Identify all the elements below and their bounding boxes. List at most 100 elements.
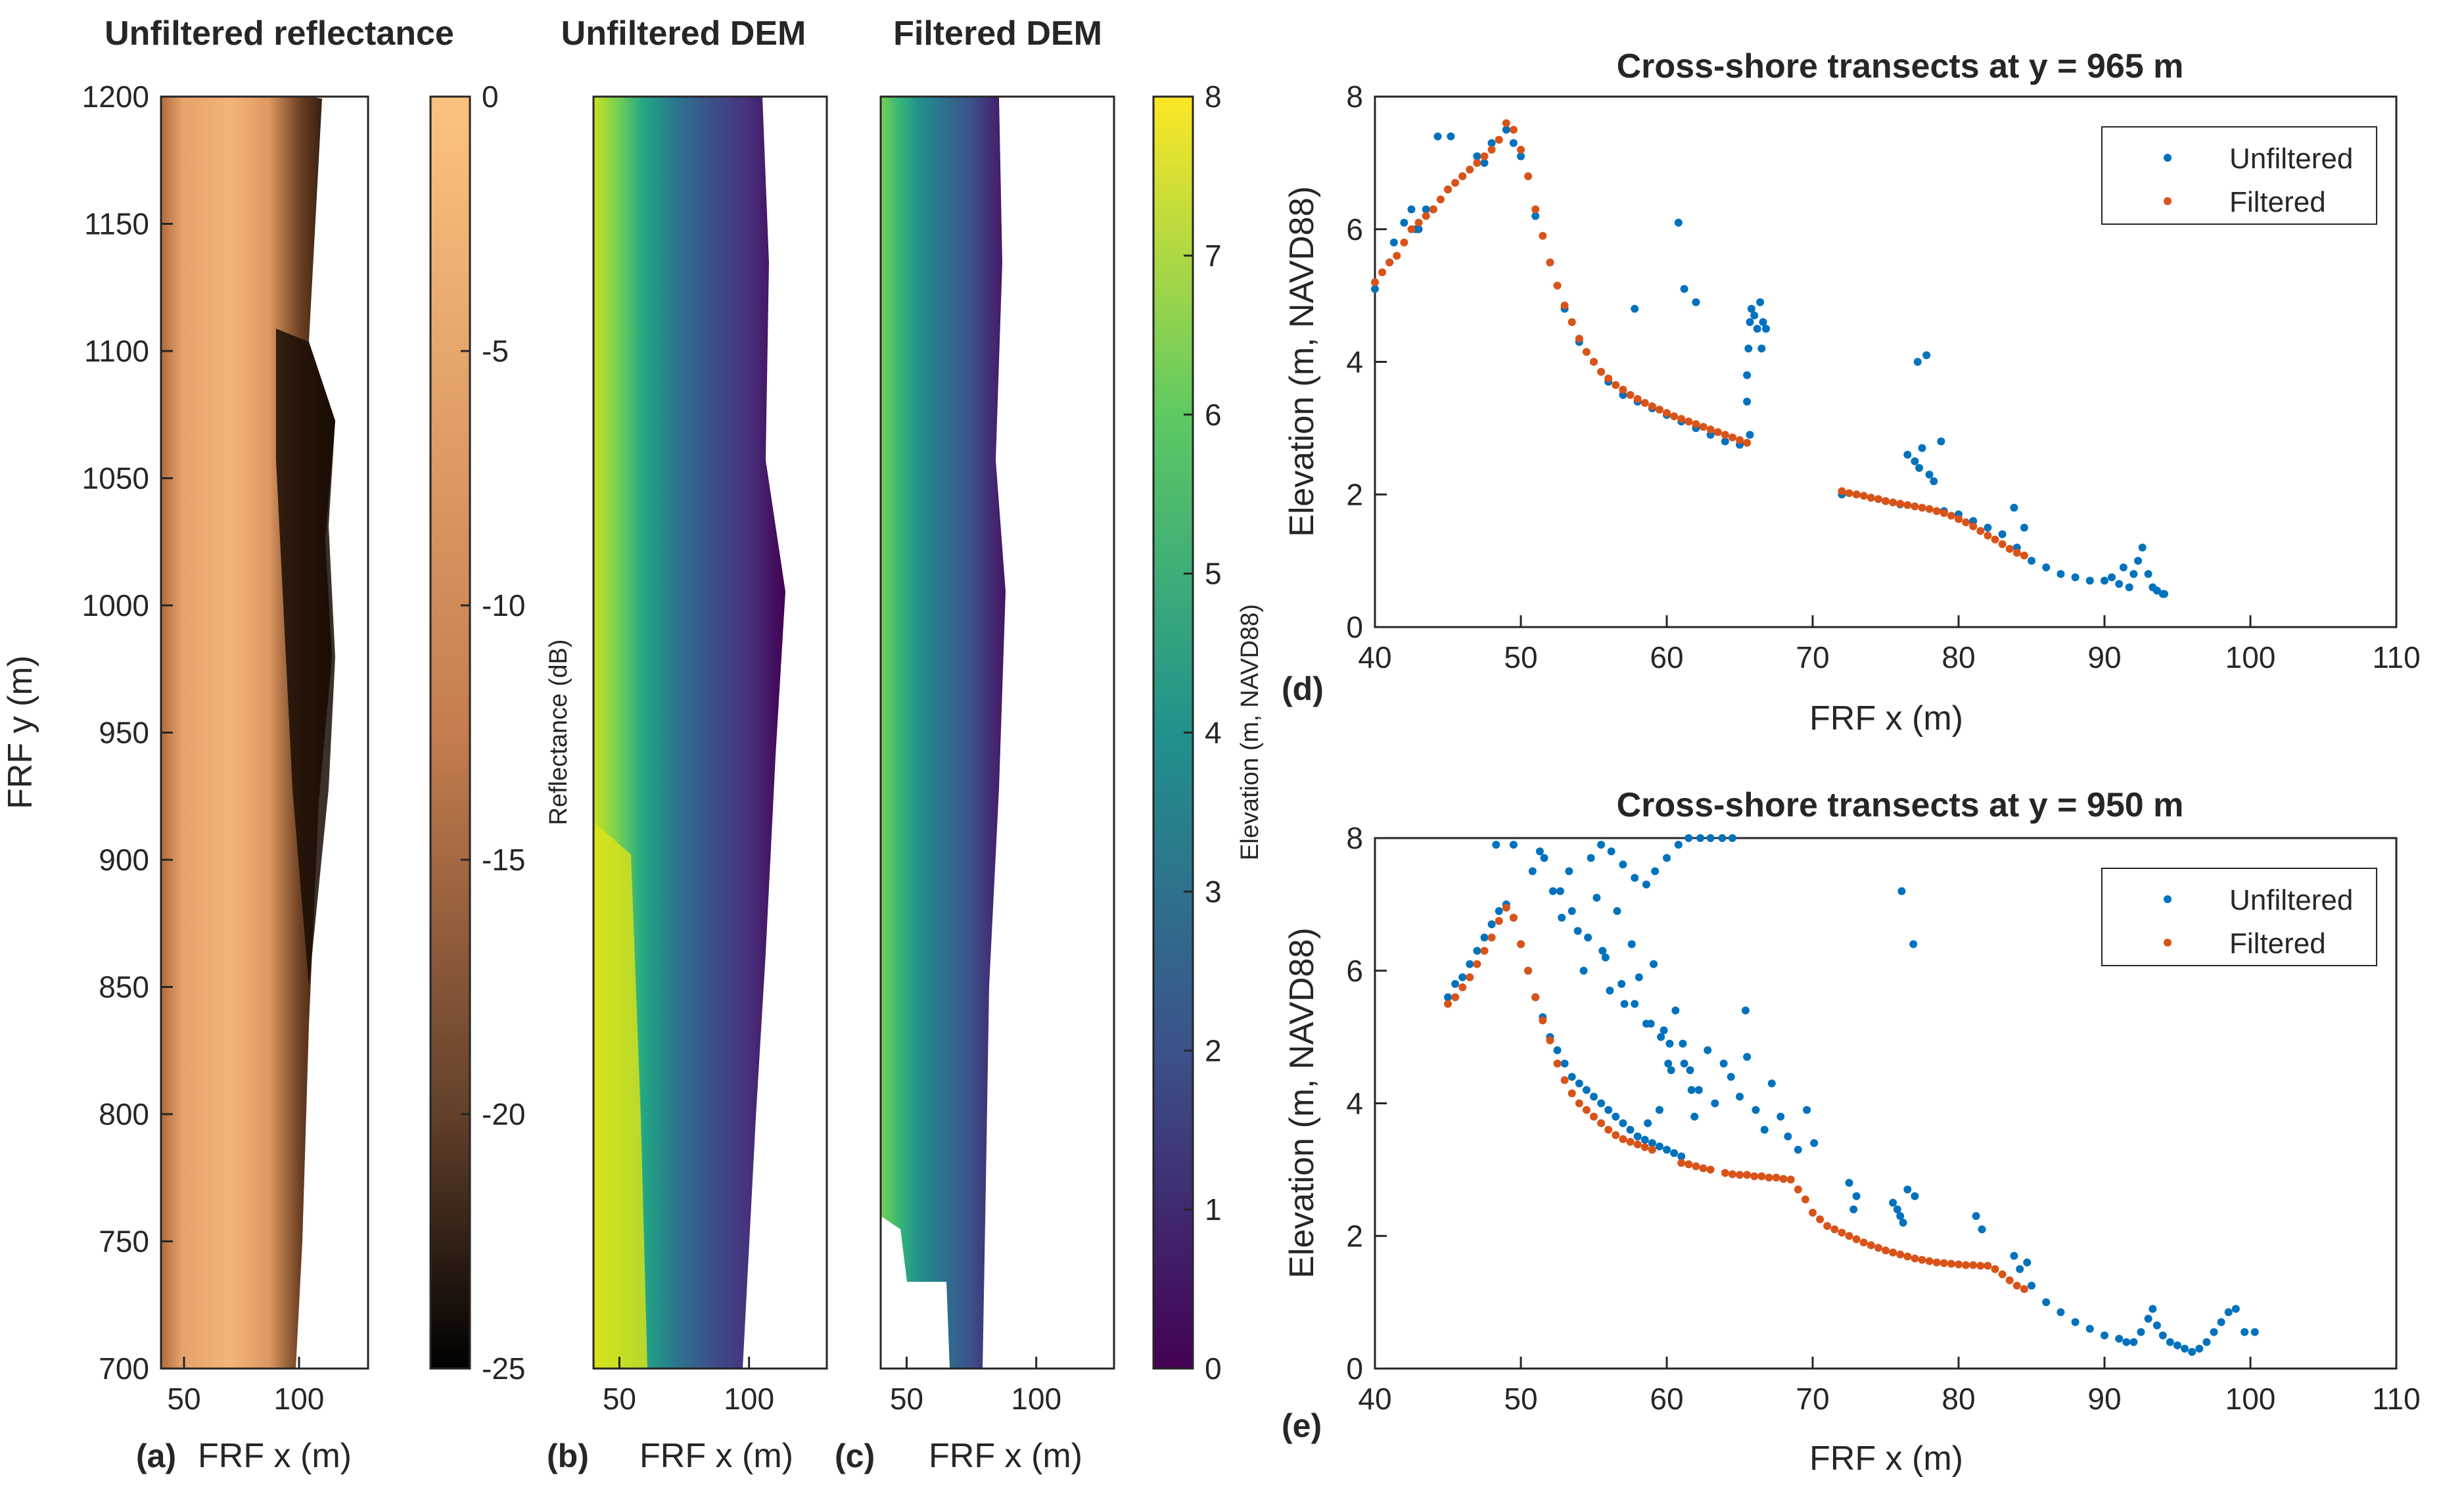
panel-d-xtick-label: 70 (1796, 640, 1829, 674)
panel-d-ytick-label: 6 (1346, 212, 1363, 246)
panel-d: Cross-shore transects at y = 965 m 40 50 6… (1282, 47, 2421, 738)
panel-a-cbar-tick-label: -25 (482, 1351, 525, 1386)
panel-e-point-unfiltered (1845, 1179, 1853, 1187)
panel-d-point-filtered (1429, 205, 1437, 214)
panel-a-cbar-tick-label: -20 (482, 1097, 525, 1131)
panel-a-dark-band (276, 329, 335, 986)
panel-e-point-unfiltered (2188, 1348, 2197, 1356)
panel-d-point-filtered (1721, 431, 1729, 439)
panel-d-point-filtered (1546, 258, 1554, 267)
panel-c-xtick-label: 50 (890, 1382, 923, 1416)
panel-e-point-unfiltered (1548, 887, 1557, 895)
panel-d-point-unfiltered (1753, 325, 1761, 333)
panel-e-point-filtered (1955, 1260, 1963, 1269)
panel-d-point-filtered (1728, 433, 1736, 442)
panel-e-xlabel: FRF x (m) (1809, 1440, 1963, 1478)
panel-d-point-unfiltered (1911, 457, 1919, 465)
panel-a-title: Unfiltered reflectance (105, 14, 454, 53)
panel-d-legend-unfiltered: Unfiltered (2229, 143, 2353, 175)
panel-e-point-unfiltered (1582, 1086, 1591, 1094)
panel-a-ylabel: FRF y (m) (1, 655, 39, 809)
panel-e-point-unfiltered (2028, 1281, 2035, 1290)
panel-e-point-filtered (1838, 1229, 1846, 1237)
panel-e-point-filtered (1998, 1270, 2007, 1278)
panel-e-point-unfiltered (2152, 1321, 2161, 1330)
panel-d-point-unfiltered (1680, 285, 1688, 293)
panel-e-point-unfiltered (1777, 1112, 1785, 1121)
panel-e-point-filtered (1539, 1016, 1547, 1025)
panel-a-ytick-label: 900 (99, 843, 149, 877)
panel-e-point-unfiltered (1604, 1106, 1613, 1114)
panel-e-point-unfiltered (1794, 1146, 1802, 1154)
panel-d-xtick-label: 40 (1358, 640, 1391, 674)
panel-e-point-filtered (1911, 1254, 1919, 1263)
panel-e-point-unfiltered (2158, 1331, 2167, 1340)
panel-e-point-filtered (1677, 1159, 1686, 1167)
panel-d-point-unfiltered (2152, 586, 2161, 595)
panel-e-point-unfiltered (1473, 947, 1481, 955)
panel-e-point-filtered (1882, 1246, 1890, 1255)
panel-d-point-filtered (2020, 551, 2028, 560)
panel-e-point-unfiltered (1560, 1060, 1569, 1067)
panel-e-point-unfiltered (2042, 1298, 2051, 1307)
panel-d-point-filtered (1882, 497, 1890, 505)
panel-e-point-filtered (1962, 1261, 1970, 1269)
panel-e-point-unfiltered (1897, 887, 1906, 895)
panel-e-point-unfiltered (1852, 1192, 1861, 1200)
panel-d-point-filtered (1918, 504, 1926, 512)
panel-d-point-filtered (1925, 505, 1934, 513)
panel-e-point-unfiltered (1889, 1198, 1897, 1207)
panel-e-point-unfiltered (1650, 960, 1658, 968)
panel-e-point-filtered (1640, 1143, 1649, 1152)
panel-e-point-filtered (1524, 966, 1533, 975)
panel-d-point-filtered (1597, 367, 1606, 376)
panel-e-point-filtered (1991, 1265, 1999, 1273)
panel-e-point-unfiltered (1617, 979, 1626, 988)
panel-e-legend-filtered: Filtered (2229, 927, 2326, 960)
panel-e-point-filtered (1685, 1160, 1693, 1169)
panel-d-point-unfiltered (2071, 573, 2080, 582)
panel-d-point-unfiltered (1744, 344, 1753, 353)
panel-e-point-filtered (1918, 1255, 1926, 1264)
panel-d-point-filtered (1984, 531, 1992, 540)
panel-d-point-filtered (1867, 494, 1875, 502)
panel-d-point-filtered (1713, 428, 1722, 436)
panel-e-point-filtered (1765, 1173, 1773, 1182)
panel-d-point-unfiltered (2010, 504, 2018, 512)
panel-e-point-unfiltered (1635, 973, 1643, 981)
panel-e-point-filtered (1721, 1169, 1729, 1177)
panel-e-point-unfiltered (1696, 834, 1705, 842)
panel-d-point-filtered (1838, 487, 1846, 496)
panel-d-point-filtered (1976, 527, 1985, 535)
panel-e-point-filtered (1560, 1076, 1569, 1085)
panel-a-ticks: 50 100 700 750 800 850 900 950 1000 1050 1100 1150 1… (82, 80, 325, 1416)
panel-d-point-unfiltered (1517, 152, 1525, 160)
panel-a-xtick-label: 50 (167, 1382, 200, 1416)
panel-d-point-filtered (1575, 335, 1583, 343)
panel-e-point-unfiltered (1597, 841, 1606, 849)
panel-e-point-unfiltered (1660, 1026, 1668, 1035)
panel-e-letter: (e) (1282, 1407, 1322, 1444)
panel-d-point-filtered (1655, 406, 1663, 414)
panel-d-point-unfiltered (1509, 139, 1518, 147)
panel-d-point-filtered (1619, 385, 1627, 394)
panel-e-point-filtered (1969, 1261, 1978, 1269)
panel-d-point-filtered (1663, 409, 1671, 417)
panel-d-point-filtered (1414, 218, 1423, 227)
panel-e-point-filtered (1568, 1089, 1576, 1098)
panel-d-point-filtered (1385, 258, 1394, 267)
panel-d-point-filtered (1852, 490, 1861, 499)
panel-e-point-unfiltered (1575, 1079, 1583, 1088)
panel-c-colorbar-label: Elevation (m, NAVD88) (1236, 604, 1264, 860)
panel-d-point-unfiltered (1631, 304, 1639, 313)
panel-e-point-filtered (1604, 1125, 1613, 1134)
panel-e-point-filtered (1779, 1175, 1788, 1183)
panel-a-cbar-tick-label: 0 (482, 80, 499, 114)
panel-e-point-filtered (1612, 1131, 1620, 1139)
panel-e-xtick-label: 40 (1358, 1382, 1391, 1416)
panel-d-ytick-label: 2 (1346, 477, 1363, 511)
panel-d-point-filtered (1582, 348, 1591, 356)
panel-e: Cross-shore transects at y = 950 m 40 50 6… (1282, 786, 2421, 1478)
panel-b-xtick-label: 50 (603, 1382, 636, 1416)
panel-e-point-unfiltered (1893, 1205, 1901, 1213)
